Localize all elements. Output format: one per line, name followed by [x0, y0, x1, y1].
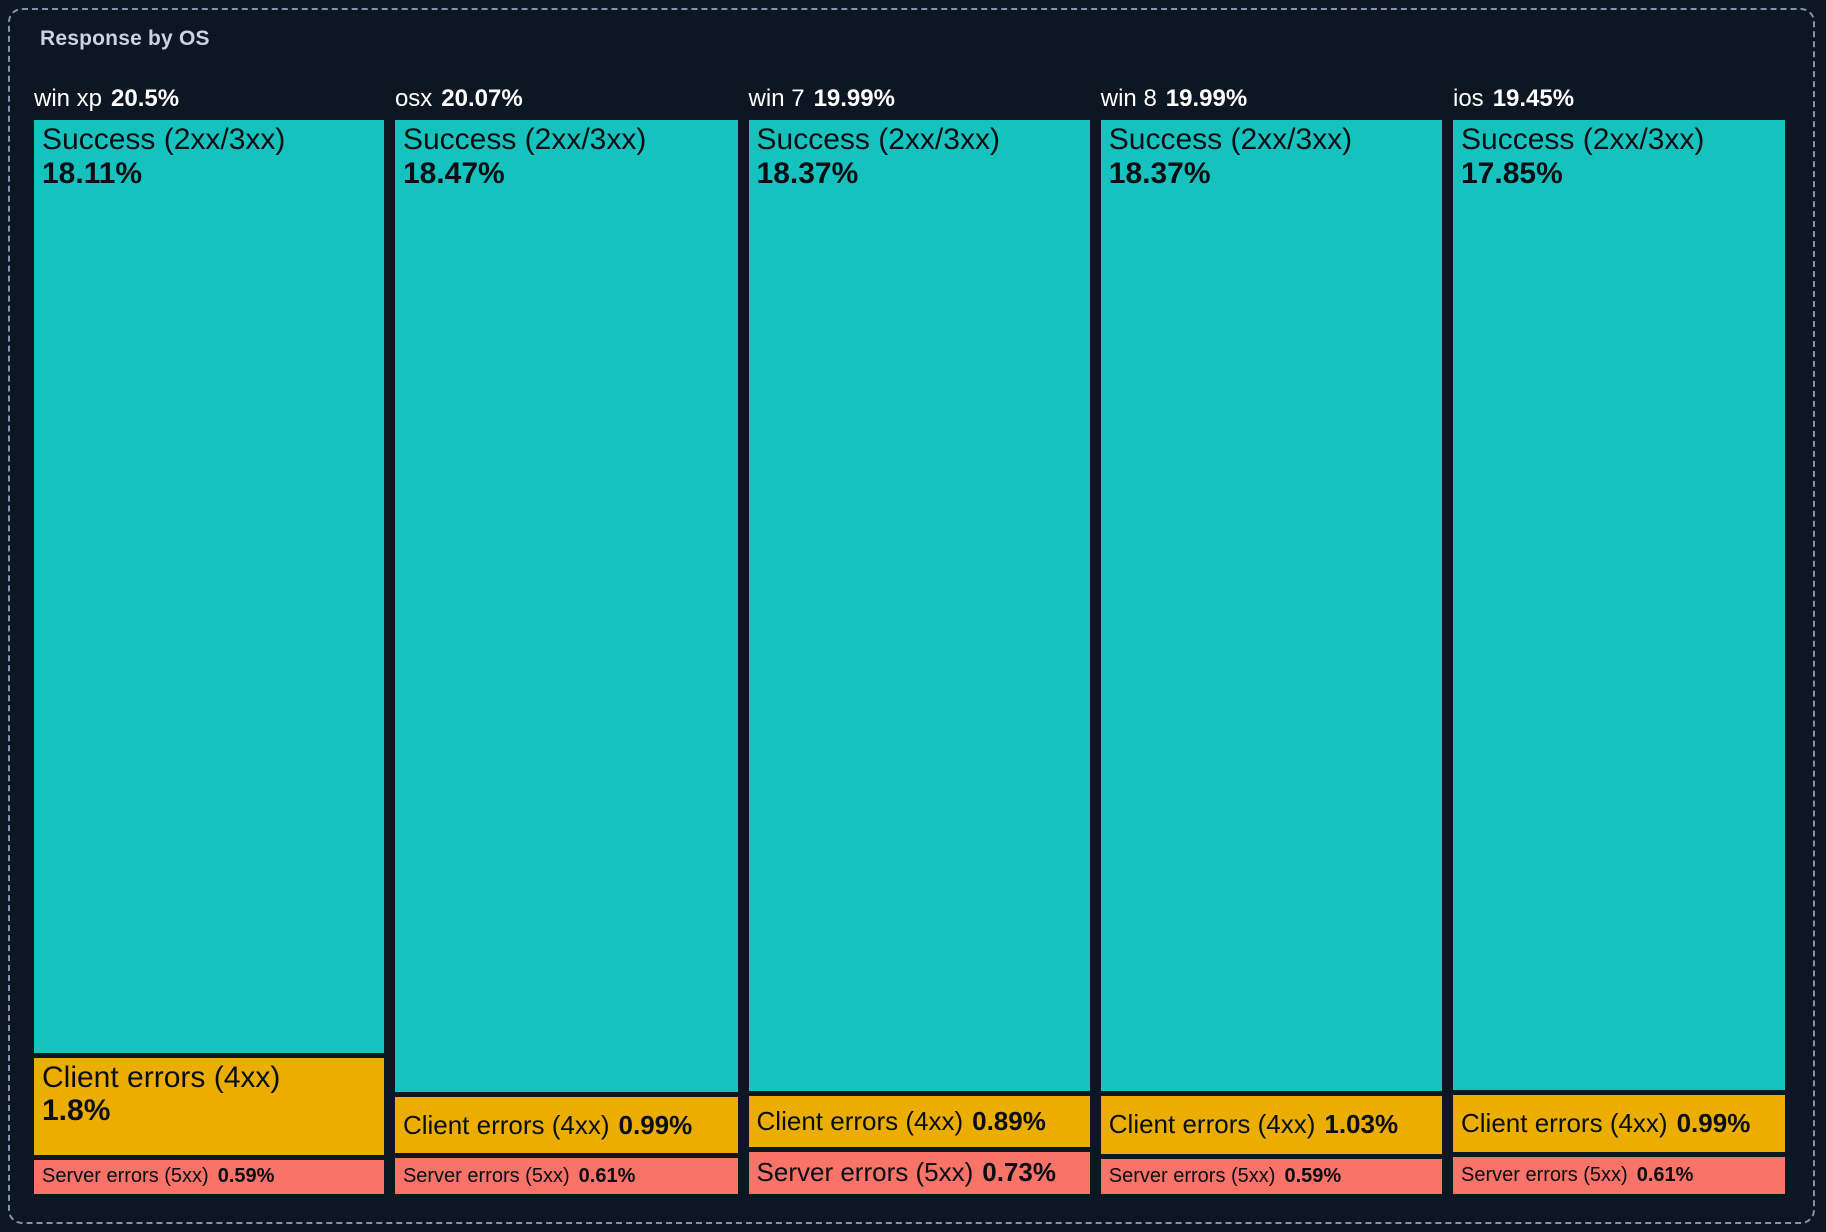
treemap-cell-client[interactable]: Client errors (4xx) 0.89% [748, 1095, 1090, 1147]
cell-percent: 18.11% [42, 156, 143, 190]
treemap-column-win-8: win 8 19.99% Success (2xx/3xx) 18.37% Client… [1100, 85, 1442, 1194]
column-blocks: Success (2xx/3xx) 18.37% Client errors (4x… [748, 120, 1090, 1194]
cell-label: Client errors (4xx) [402, 1109, 610, 1140]
cell-label: Client errors (4xx) [1461, 1107, 1668, 1138]
treemap-cell-client[interactable]: Client errors (4xx) 1.03% [1100, 1095, 1442, 1154]
treemap-cell-client[interactable]: Client errors (4xx) 0.99% [1453, 1094, 1786, 1153]
cell-percent: 0.61% [1636, 1164, 1694, 1187]
panel-title: Response by OS [40, 27, 210, 50]
column-os-percent: 20.07% [441, 85, 523, 112]
cell-percent: 0.89% [972, 1105, 1046, 1136]
cell-percent: 18.37% [756, 156, 859, 190]
column-os-percent: 19.99% [1165, 85, 1248, 112]
treemap-column-win-7: win 7 19.99% Success (2xx/3xx) 18.37% Client… [748, 85, 1090, 1194]
treemap-cell-client[interactable]: Client errors (4xx) 1.8% [34, 1057, 384, 1155]
column-os-label: ios [1453, 85, 1484, 112]
cell-label: Server errors (5xx) [1108, 1164, 1276, 1187]
cell-label: Server errors (5xx) [402, 1164, 570, 1187]
treemap-cell-server[interactable]: Server errors (5xx) 0.73% [748, 1151, 1090, 1194]
column-os-label: osx [394, 85, 433, 112]
treemap-cell-success[interactable]: Success (2xx/3xx) 18.37% [1100, 120, 1442, 1091]
cell-label: Client errors (4xx) [1108, 1109, 1316, 1140]
column-os-percent: 19.45% [1492, 85, 1575, 112]
cell-label: Success (2xx/3xx) [402, 123, 647, 156]
column-header[interactable]: osx 20.07% [394, 85, 738, 120]
cell-percent: 18.47% [402, 156, 505, 190]
column-blocks: Success (2xx/3xx) 18.37% Client errors (4x… [1100, 120, 1442, 1194]
cell-label: Success (2xx/3xx) [42, 123, 286, 156]
column-header[interactable]: win 8 19.99% [1100, 85, 1442, 120]
cell-percent: 0.99% [1676, 1107, 1751, 1138]
treemap-column-osx: osx 20.07% Success (2xx/3xx) 18.47% Client e… [394, 85, 738, 1194]
cell-label: Client errors (4xx) [42, 1060, 281, 1094]
treemap-column-ios: ios 19.45% Success (2xx/3xx) 17.85% Client e… [1453, 85, 1786, 1195]
cell-percent: 18.37% [1108, 156, 1211, 190]
cell-label: Server errors (5xx) [756, 1157, 974, 1188]
column-os-percent: 19.99% [813, 85, 895, 112]
treemap-cell-success[interactable]: Success (2xx/3xx) 18.11% [34, 120, 384, 1053]
column-header[interactable]: ios 19.45% [1453, 85, 1785, 120]
cell-label: Success (2xx/3xx) [1461, 123, 1705, 156]
cell-percent: 0.59% [217, 1165, 275, 1188]
column-header[interactable]: win 7 19.99% [748, 85, 1090, 120]
cell-label: Client errors (4xx) [756, 1105, 964, 1136]
treemap-cell-server[interactable]: Server errors (5xx) 0.59% [34, 1159, 384, 1194]
cell-percent: 1.8% [42, 1094, 111, 1128]
column-os-label: win 7 [748, 85, 805, 112]
treemap-cell-server[interactable]: Server errors (5xx) 0.59% [1100, 1158, 1442, 1194]
cell-label: Success (2xx/3xx) [756, 123, 1000, 156]
treemap-cell-server[interactable]: Server errors (5xx) 0.61% [1453, 1157, 1786, 1195]
column-os-label: win 8 [1100, 85, 1157, 112]
cell-percent: 0.61% [578, 1164, 636, 1187]
column-blocks: Success (2xx/3xx) 18.11% Client errors (4x… [34, 120, 384, 1194]
treemap-cell-client[interactable]: Client errors (4xx) 0.99% [394, 1097, 738, 1154]
cell-percent: 17.85% [1461, 156, 1563, 190]
cell-percent: 0.73% [982, 1157, 1056, 1188]
cell-percent: 0.99% [618, 1109, 693, 1140]
panel-frame: Response by OS win xp 20.5% Success (2xx/3… [8, 8, 1815, 1224]
column-os-percent: 20.5% [111, 85, 180, 112]
treemap-cell-server[interactable]: Server errors (5xx) 0.61% [394, 1158, 738, 1194]
cell-label: Server errors (5xx) [1461, 1164, 1628, 1187]
column-os-label: win xp [34, 85, 103, 112]
column-blocks: Success (2xx/3xx) 17.85% Client errors (4x… [1453, 120, 1786, 1195]
treemap-column-win-xp: win xp 20.5% Success (2xx/3xx) 18.11% Client… [34, 85, 384, 1194]
treemap-cell-success[interactable]: Success (2xx/3xx) 17.85% [1453, 120, 1786, 1090]
treemap-cell-success[interactable]: Success (2xx/3xx) 18.37% [748, 120, 1090, 1091]
treemap-cell-success[interactable]: Success (2xx/3xx) 18.47% [394, 120, 738, 1093]
cell-percent: 0.59% [1284, 1164, 1342, 1187]
treemap: win xp 20.5% Success (2xx/3xx) 18.11% Client… [34, 85, 1786, 1195]
cell-label: Server errors (5xx) [42, 1165, 209, 1188]
cell-label: Success (2xx/3xx) [1108, 123, 1353, 156]
column-header[interactable]: win xp 20.5% [34, 85, 384, 120]
cell-percent: 1.03% [1324, 1109, 1399, 1140]
column-blocks: Success (2xx/3xx) 18.47% Client errors (4x… [394, 120, 738, 1194]
